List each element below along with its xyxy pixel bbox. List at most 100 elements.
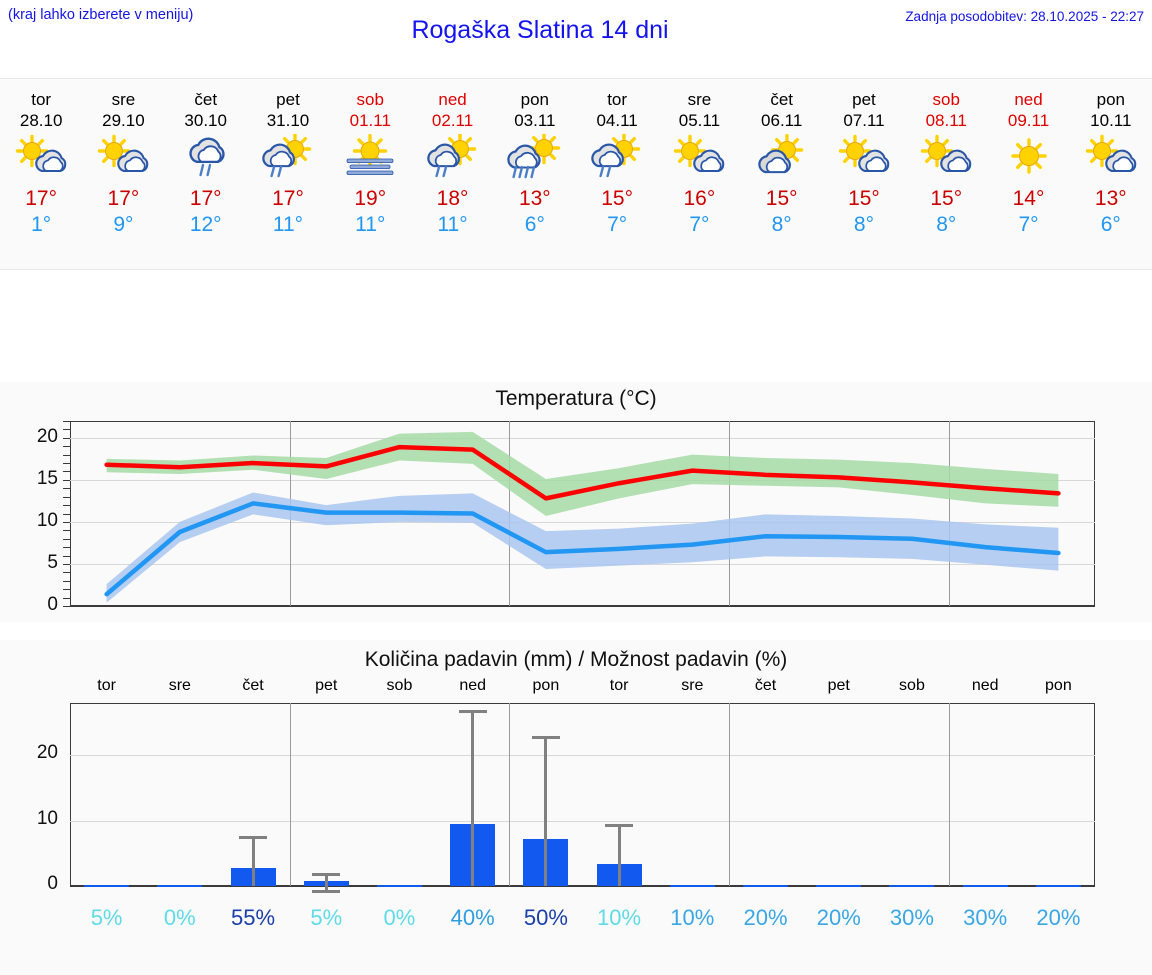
forecast-day-14[interactable]: pon 10.11 13° 6°: [1070, 79, 1152, 269]
day-min-temp: 6°: [524, 213, 545, 236]
forecast-day-12[interactable]: sob 08.11 15° 8°: [905, 79, 987, 269]
precipitation-plot-area: [70, 703, 1095, 893]
precipitation-bar: [157, 885, 203, 887]
precipitation-y-tick-label: 10: [36, 807, 58, 829]
day-min-temp: 9°: [113, 213, 134, 236]
forecast-day-4[interactable]: pet 31.10 17° 11°: [247, 79, 329, 269]
day-max-temp: 19°: [354, 187, 387, 210]
sun-cloud-icon: [1078, 134, 1144, 182]
sun-cloud-rain-light-icon: [420, 134, 486, 182]
temperature-axis-tick: [63, 521, 70, 523]
temperature-axis-tick: [63, 606, 70, 607]
page-title: Rogaška Slatina 14 dni: [411, 16, 669, 44]
precipitation-day-separator: [728, 703, 730, 886]
day-min-temp: 8°: [936, 213, 957, 236]
temperature-axis-tick: [63, 488, 70, 490]
precipitation-gridline: [70, 886, 1095, 887]
day-date-label: 07.11: [843, 111, 885, 130]
precipitation-probability-label: 5%: [90, 905, 123, 930]
page-header: (kraj lahko izberete v meniju) Rogaška S…: [0, 0, 1152, 78]
day-date-label: 01.11: [349, 111, 391, 130]
precipitation-day-label: čet: [242, 677, 264, 694]
precipitation-error-bar: [617, 823, 621, 886]
precipitation-bar: [84, 885, 130, 887]
precipitation-bar: [376, 885, 422, 887]
sun-cloud-icon: [831, 134, 897, 182]
temperature-range-band: [106, 431, 1059, 517]
sun-cloud-icon: [666, 134, 732, 182]
temperature-axis-tick: [63, 597, 70, 599]
temperature-axis-tick: [63, 589, 70, 591]
sun-cloud-icon: [8, 134, 74, 182]
precipitation-day-label: tor: [609, 677, 629, 694]
precipitation-probability-label: 30%: [889, 905, 934, 930]
precipitation-probability-label: 55%: [231, 905, 276, 930]
day-min-temp: 8°: [853, 213, 874, 236]
precipitation-probability-label: 20%: [816, 905, 861, 930]
precipitation-probability-label: 0%: [383, 905, 416, 930]
day-date-label: 03.11: [514, 111, 556, 130]
day-of-week-label: pet: [852, 90, 876, 109]
precipitation-day-label: sre: [168, 677, 191, 694]
temperature-axis-tick: [63, 513, 70, 515]
day-date-label: 31.10: [266, 111, 310, 130]
day-min-temp: 8°: [771, 213, 792, 236]
precipitation-day-label: sre: [681, 677, 704, 694]
day-max-temp: 15°: [930, 187, 963, 210]
temperature-axis-tick: [63, 555, 70, 557]
precipitation-day-label: sob: [386, 677, 413, 694]
day-of-week-label: pet: [276, 90, 300, 109]
forecast-day-3[interactable]: čet 30.10 17° 12°: [165, 79, 247, 269]
precipitation-plot-frame: [70, 703, 1095, 886]
day-min-temp: 11°: [437, 213, 468, 236]
forecast-day-8[interactable]: tor 04.11 15° 7°: [576, 79, 658, 269]
day-min-temp: 7°: [1018, 213, 1039, 236]
precipitation-error-bar: [544, 735, 548, 886]
precipitation-day-label: pet: [827, 677, 850, 694]
sun-cloud-rain-light-icon: [255, 134, 321, 182]
day-of-week-label: pon: [1096, 90, 1125, 109]
precipitation-day-label: pet: [315, 677, 338, 694]
day-of-week-label: čet: [770, 90, 794, 109]
temperature-axis-tick: [63, 563, 70, 565]
temperature-chart-title: Temperatura (°C): [495, 387, 657, 410]
forecast-day-6[interactable]: ned 02.11 18° 11°: [411, 79, 493, 269]
day-of-week-label: sre: [111, 90, 136, 109]
precipitation-day-label: pon: [532, 677, 560, 694]
precipitation-probability-label: 40%: [450, 905, 495, 930]
day-date-label: 10.11: [1090, 111, 1132, 130]
forecast-day-11[interactable]: pet 07.11 15° 8°: [823, 79, 905, 269]
day-max-temp: 17°: [272, 187, 304, 210]
forecast-day-9[interactable]: sre 05.11 16° 7°: [658, 79, 740, 269]
temperature-axis-tick: [63, 538, 70, 540]
forecast-day-2[interactable]: sre 29.10 17° 9°: [82, 79, 164, 269]
day-min-temp: 7°: [689, 213, 710, 236]
temperature-axis-tick: [63, 429, 70, 431]
precipitation-y-tick-label: 0: [47, 873, 58, 894]
day-min-temp: 11°: [355, 213, 386, 236]
temperature-line-series: [104, 501, 1061, 597]
precipitation-day-label: tor: [97, 677, 116, 694]
temperature-axis-tick: [63, 471, 70, 473]
day-min-temp: 7°: [607, 213, 628, 236]
forecast-day-5[interactable]: sob 01.11 19° 11°: [329, 79, 411, 269]
precipitation-bar: [889, 885, 935, 887]
day-max-temp: 18°: [436, 187, 469, 210]
day-max-temp: 13°: [518, 187, 551, 210]
forecast-day-10[interactable]: čet 06.11 15° 8°: [741, 79, 823, 269]
forecast-day-7[interactable]: pon 03.11 13° 6°: [494, 79, 576, 269]
precipitation-error-cap-top: [312, 872, 341, 876]
precipitation-bar: [962, 885, 1008, 887]
precipitation-bar: [743, 885, 789, 887]
precipitation-gridline: [70, 755, 1095, 757]
precipitation-error-bar: [251, 836, 255, 886]
temperature-axis-tick: [63, 479, 70, 481]
day-date-label: 28.10: [19, 111, 63, 130]
day-max-temp: 15°: [601, 187, 633, 210]
forecast-day-1[interactable]: tor 28.10 17° 1°: [0, 79, 82, 269]
forecast-day-strip: tor 28.10 17° 1° sre 29.10 17° 9° čet 30.10 17°…: [0, 78, 1152, 270]
temperature-gridline: [70, 437, 1095, 439]
forecast-day-13[interactable]: ned 09.11 14° 7°: [987, 79, 1069, 269]
precipitation-chart-title: Količina padavin (mm) / Možnost padavin …: [364, 648, 788, 671]
